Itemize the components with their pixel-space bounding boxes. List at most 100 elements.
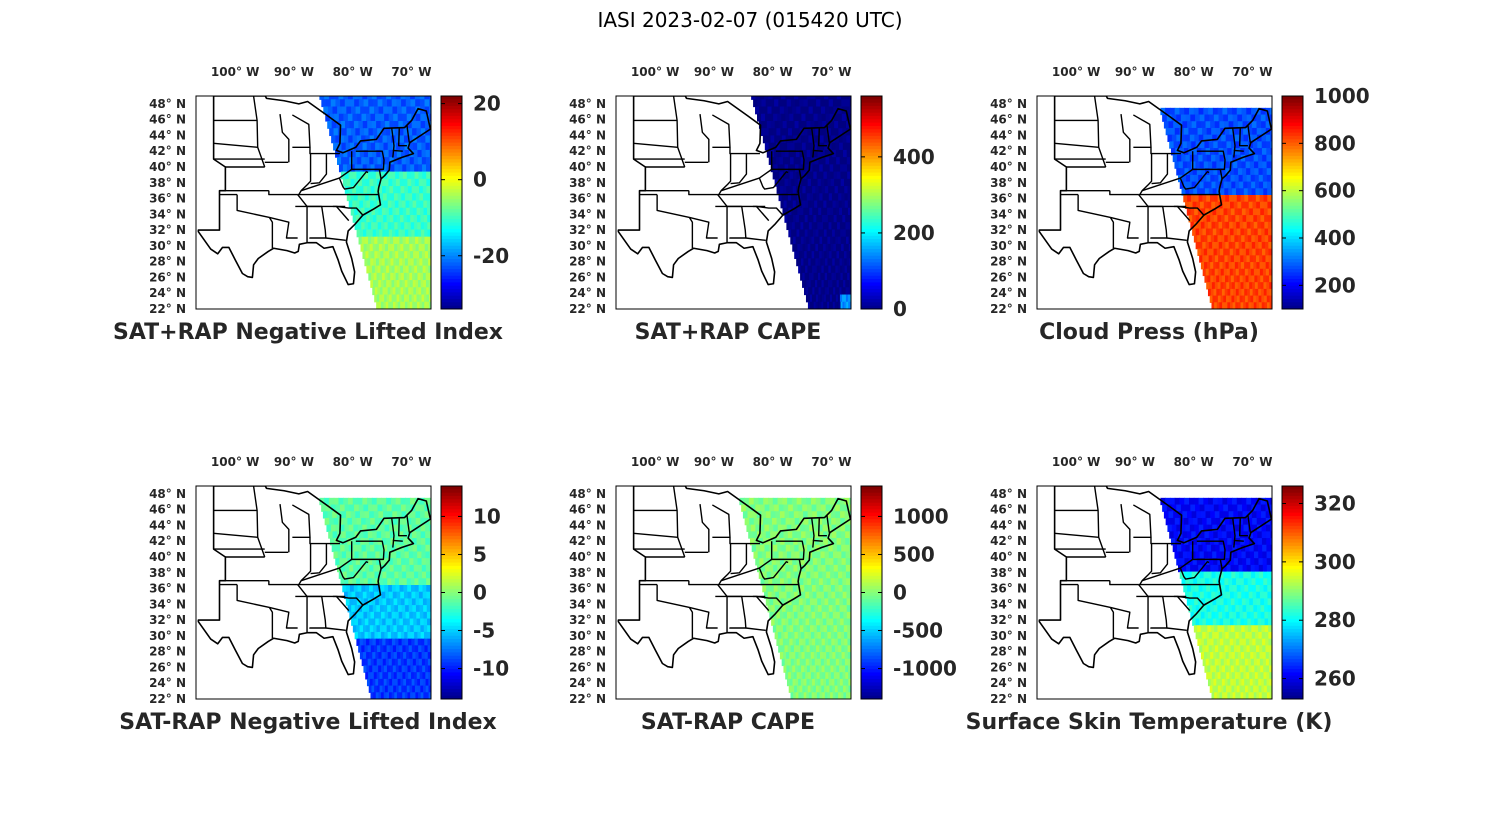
data-cell (846, 605, 851, 613)
data-cell (831, 251, 835, 259)
data-cell (425, 128, 431, 137)
data-cell (415, 106, 421, 115)
data-cell (804, 178, 809, 187)
data-cell (846, 611, 851, 620)
data-cell (376, 258, 380, 267)
data-cell (392, 517, 399, 526)
data-cell (403, 128, 409, 137)
data-cell (380, 236, 385, 245)
data-cell (396, 652, 401, 660)
data-cell (1268, 262, 1272, 270)
data-cell (1227, 302, 1231, 309)
data-cell (1225, 631, 1230, 640)
colorbar-step (441, 105, 462, 110)
colorbar-step (441, 175, 462, 180)
data-cell (1260, 282, 1265, 290)
data-cell (812, 591, 818, 600)
data-cell (423, 287, 427, 296)
data-cell (1232, 692, 1236, 699)
data-cell (410, 625, 415, 633)
data-cell (408, 265, 413, 274)
data-cell (329, 517, 335, 526)
data-cell (822, 258, 826, 267)
data-cell (820, 99, 826, 108)
colorbar-step (1282, 182, 1303, 187)
data-cell (1220, 215, 1226, 223)
data-cell (770, 149, 775, 158)
data-cell (1188, 215, 1193, 223)
data-cell (815, 638, 819, 646)
data-cell (1259, 578, 1264, 586)
data-cell (352, 135, 358, 144)
data-cell (807, 631, 812, 640)
data-cell (1229, 168, 1235, 176)
data-cell (1234, 652, 1239, 660)
data-cell (381, 564, 387, 573)
data-cell (835, 605, 841, 613)
data-cell (1210, 678, 1215, 687)
data-cell (1238, 288, 1243, 297)
data-cell (1182, 161, 1188, 169)
data-cell (789, 113, 794, 122)
data-cell (1219, 511, 1225, 519)
data-cell (792, 243, 796, 252)
data-cell (775, 157, 780, 165)
data-cell (371, 120, 377, 129)
data-cell (391, 99, 398, 108)
data-cell (834, 280, 838, 288)
data-cell (357, 585, 362, 593)
data-cell (1188, 127, 1194, 136)
data-cell (396, 645, 400, 653)
data-cell (348, 96, 354, 100)
data-cell (842, 207, 846, 216)
state-line (268, 580, 298, 586)
data-cell (381, 186, 387, 194)
data-cell (1245, 154, 1250, 163)
data-cell (1204, 665, 1208, 673)
data-cell (1248, 195, 1253, 203)
data-cell (1239, 638, 1244, 646)
data-cell (1228, 605, 1233, 613)
data-cell (847, 658, 851, 667)
data-cell (1236, 295, 1241, 303)
data-cell (417, 564, 423, 573)
data-cell (1193, 611, 1198, 620)
panel-title: Cloud Press (hPa) (1039, 320, 1259, 345)
data-cell (1221, 195, 1226, 203)
data-cell (1243, 517, 1249, 526)
data-cell (1211, 692, 1215, 699)
data-cell (429, 564, 431, 573)
data-cell (391, 504, 397, 512)
data-cell (827, 294, 831, 303)
data-cell (1207, 652, 1211, 660)
data-cell (409, 157, 415, 165)
data-cell (378, 652, 383, 660)
data-cell (366, 652, 370, 660)
data-cell (390, 222, 395, 231)
data-cell (370, 517, 376, 526)
data-cell (843, 157, 848, 165)
data-cell (411, 120, 417, 129)
data-cell (823, 301, 826, 309)
data-cell (1227, 538, 1233, 546)
data-cell (1210, 235, 1215, 243)
data-cell (820, 591, 825, 600)
data-cell (838, 135, 844, 144)
data-cell (371, 207, 376, 216)
data-cell (393, 301, 397, 309)
data-cell (816, 672, 821, 680)
data-cell (1213, 605, 1218, 613)
colorbar-step (441, 559, 462, 564)
data-cell (378, 135, 384, 144)
data-cell (1167, 134, 1173, 142)
data-cell (1186, 208, 1192, 216)
data-cell (387, 631, 392, 640)
state-line (335, 205, 350, 222)
state-line (351, 540, 385, 561)
data-cell (1230, 228, 1235, 236)
data-cell (1249, 672, 1253, 680)
data-cell (813, 564, 819, 573)
data-cell (1239, 134, 1245, 142)
data-cell (1212, 497, 1219, 506)
data-cell (415, 193, 421, 202)
